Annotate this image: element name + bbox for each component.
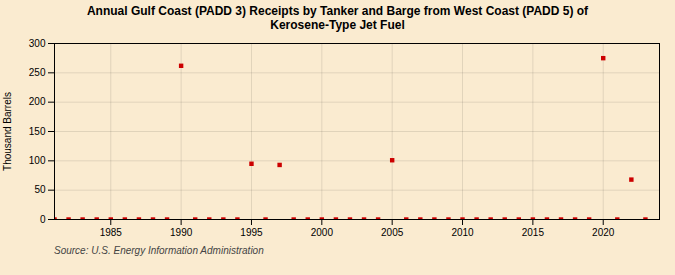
svg-text:2000: 2000 xyxy=(311,226,334,237)
svg-text:250: 250 xyxy=(29,67,46,78)
svg-text:1990: 1990 xyxy=(170,226,193,237)
svg-text:2020: 2020 xyxy=(592,226,615,237)
svg-text:200: 200 xyxy=(29,96,46,107)
svg-text:100: 100 xyxy=(29,155,46,166)
svg-text:150: 150 xyxy=(29,125,46,136)
svg-text:2015: 2015 xyxy=(522,226,545,237)
svg-text:2005: 2005 xyxy=(381,226,404,237)
svg-text:2010: 2010 xyxy=(451,226,474,237)
svg-text:1995: 1995 xyxy=(240,226,263,237)
html-text:Source: U.S. Energy Informatio: Source: U.S. Energy Information Administ… xyxy=(54,244,264,256)
svg-text:1985: 1985 xyxy=(100,226,123,237)
svg-text:Thousand Barrels: Thousand Barrels xyxy=(2,92,13,171)
svg-text:50: 50 xyxy=(34,184,46,195)
svg-text:0: 0 xyxy=(40,213,46,224)
svg-text:300: 300 xyxy=(29,37,46,48)
html-text:Annual Gulf Coast (PADD 3) Rec: Annual Gulf Coast (PADD 3) Receipts by T… xyxy=(86,4,589,33)
